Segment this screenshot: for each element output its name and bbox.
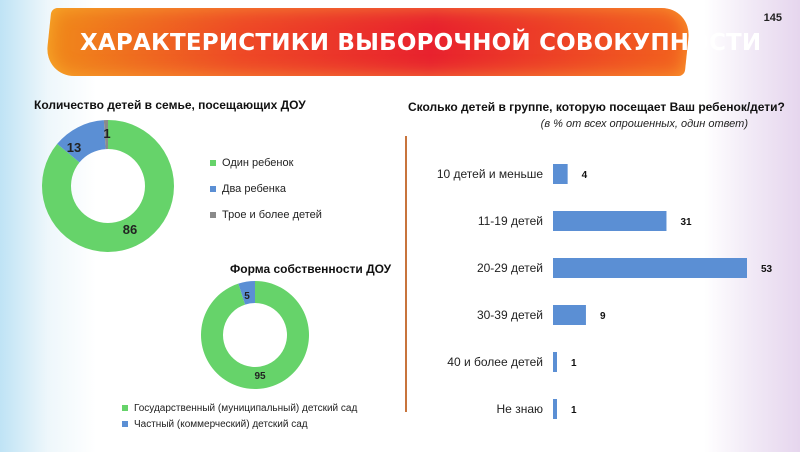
legend-swatch <box>210 212 216 218</box>
bar-chart-group-size: 10 детей и меньше 4 11-19 детей 31 20-29 дет… <box>437 164 773 419</box>
bar-3 <box>553 305 586 325</box>
bar-chart-title: Сколько детей в группе, которую посещает… <box>408 100 785 114</box>
category-label: 20-29 детей <box>477 261 543 275</box>
slide-title: ХАРАКТЕРИСТИКИ ВЫБОРОЧНОЙ СОВОКУПНОСТИ <box>80 30 762 56</box>
donut-chart-ownership: 95 5 <box>201 281 309 389</box>
bar-value-label: 1 <box>571 358 577 369</box>
legend-label: Частный (коммерческий) детский сад <box>134 418 308 430</box>
legend-item-three-plus: Трое и более детей <box>210 202 322 228</box>
category-label: 40 и более детей <box>447 355 543 369</box>
legend-label: Два ребенка <box>222 183 286 195</box>
legend-swatch <box>210 186 216 192</box>
bar-4 <box>553 352 557 372</box>
slice-value-label: 86 <box>123 222 137 237</box>
donut2-title: Форма собственности ДОУ <box>230 262 392 276</box>
page-number: 145 <box>763 12 782 24</box>
donut-slice-1 <box>238 281 255 305</box>
legend-swatch <box>122 421 128 427</box>
bar-5 <box>553 399 557 419</box>
bar-value-label: 9 <box>600 311 606 322</box>
legend-swatch <box>210 160 216 166</box>
bar-value-label: 31 <box>680 217 692 228</box>
category-label: 10 детей и меньше <box>437 167 543 181</box>
donut-slice-2 <box>103 120 108 150</box>
bar-value-label: 4 <box>582 170 588 181</box>
slice-value-label: 13 <box>67 140 81 155</box>
legend-label: Государственный (муниципальный) детский … <box>134 402 358 414</box>
legend-item-public: Государственный (муниципальный) детский … <box>122 400 357 416</box>
category-label: 30-39 детей <box>477 308 543 322</box>
legend-label: Один ребенок <box>222 157 294 169</box>
category-label: Не знаю <box>497 402 543 416</box>
legend-item-private: Частный (коммерческий) детский сад <box>122 416 357 432</box>
slice-value-label: 1 <box>103 126 110 141</box>
donut-slice-0 <box>201 281 309 389</box>
bar-0 <box>553 164 568 184</box>
legend-swatch <box>122 405 128 411</box>
bar-2 <box>553 258 747 278</box>
category-label: 11-19 детей <box>478 214 543 228</box>
section-divider <box>405 136 407 412</box>
donut-slice-1 <box>57 120 106 163</box>
legend-item-two-children: Два ребенка <box>210 176 322 202</box>
donut-slice-0 <box>42 120 174 252</box>
legend-label: Трое и более детей <box>222 209 322 221</box>
bar-value-label: 1 <box>571 405 577 416</box>
donut-chart-children: 86 13 1 <box>42 120 174 252</box>
slice-value-label: 95 <box>254 371 266 382</box>
bar-value-label: 53 <box>761 264 773 275</box>
legend-item-one-child: Один ребенок <box>210 150 322 176</box>
bar-chart-subtitle: (в % от всех опрошенных, один ответ) <box>540 118 748 130</box>
donut1-title: Количество детей в семье, посещающих ДОУ <box>34 98 306 112</box>
donut1-legend: Один ребенок Два ребенка Трое и более де… <box>210 150 322 228</box>
bar-1 <box>553 211 667 231</box>
slice-value-label: 5 <box>244 291 250 302</box>
donut2-legend: Государственный (муниципальный) детский … <box>122 400 357 432</box>
